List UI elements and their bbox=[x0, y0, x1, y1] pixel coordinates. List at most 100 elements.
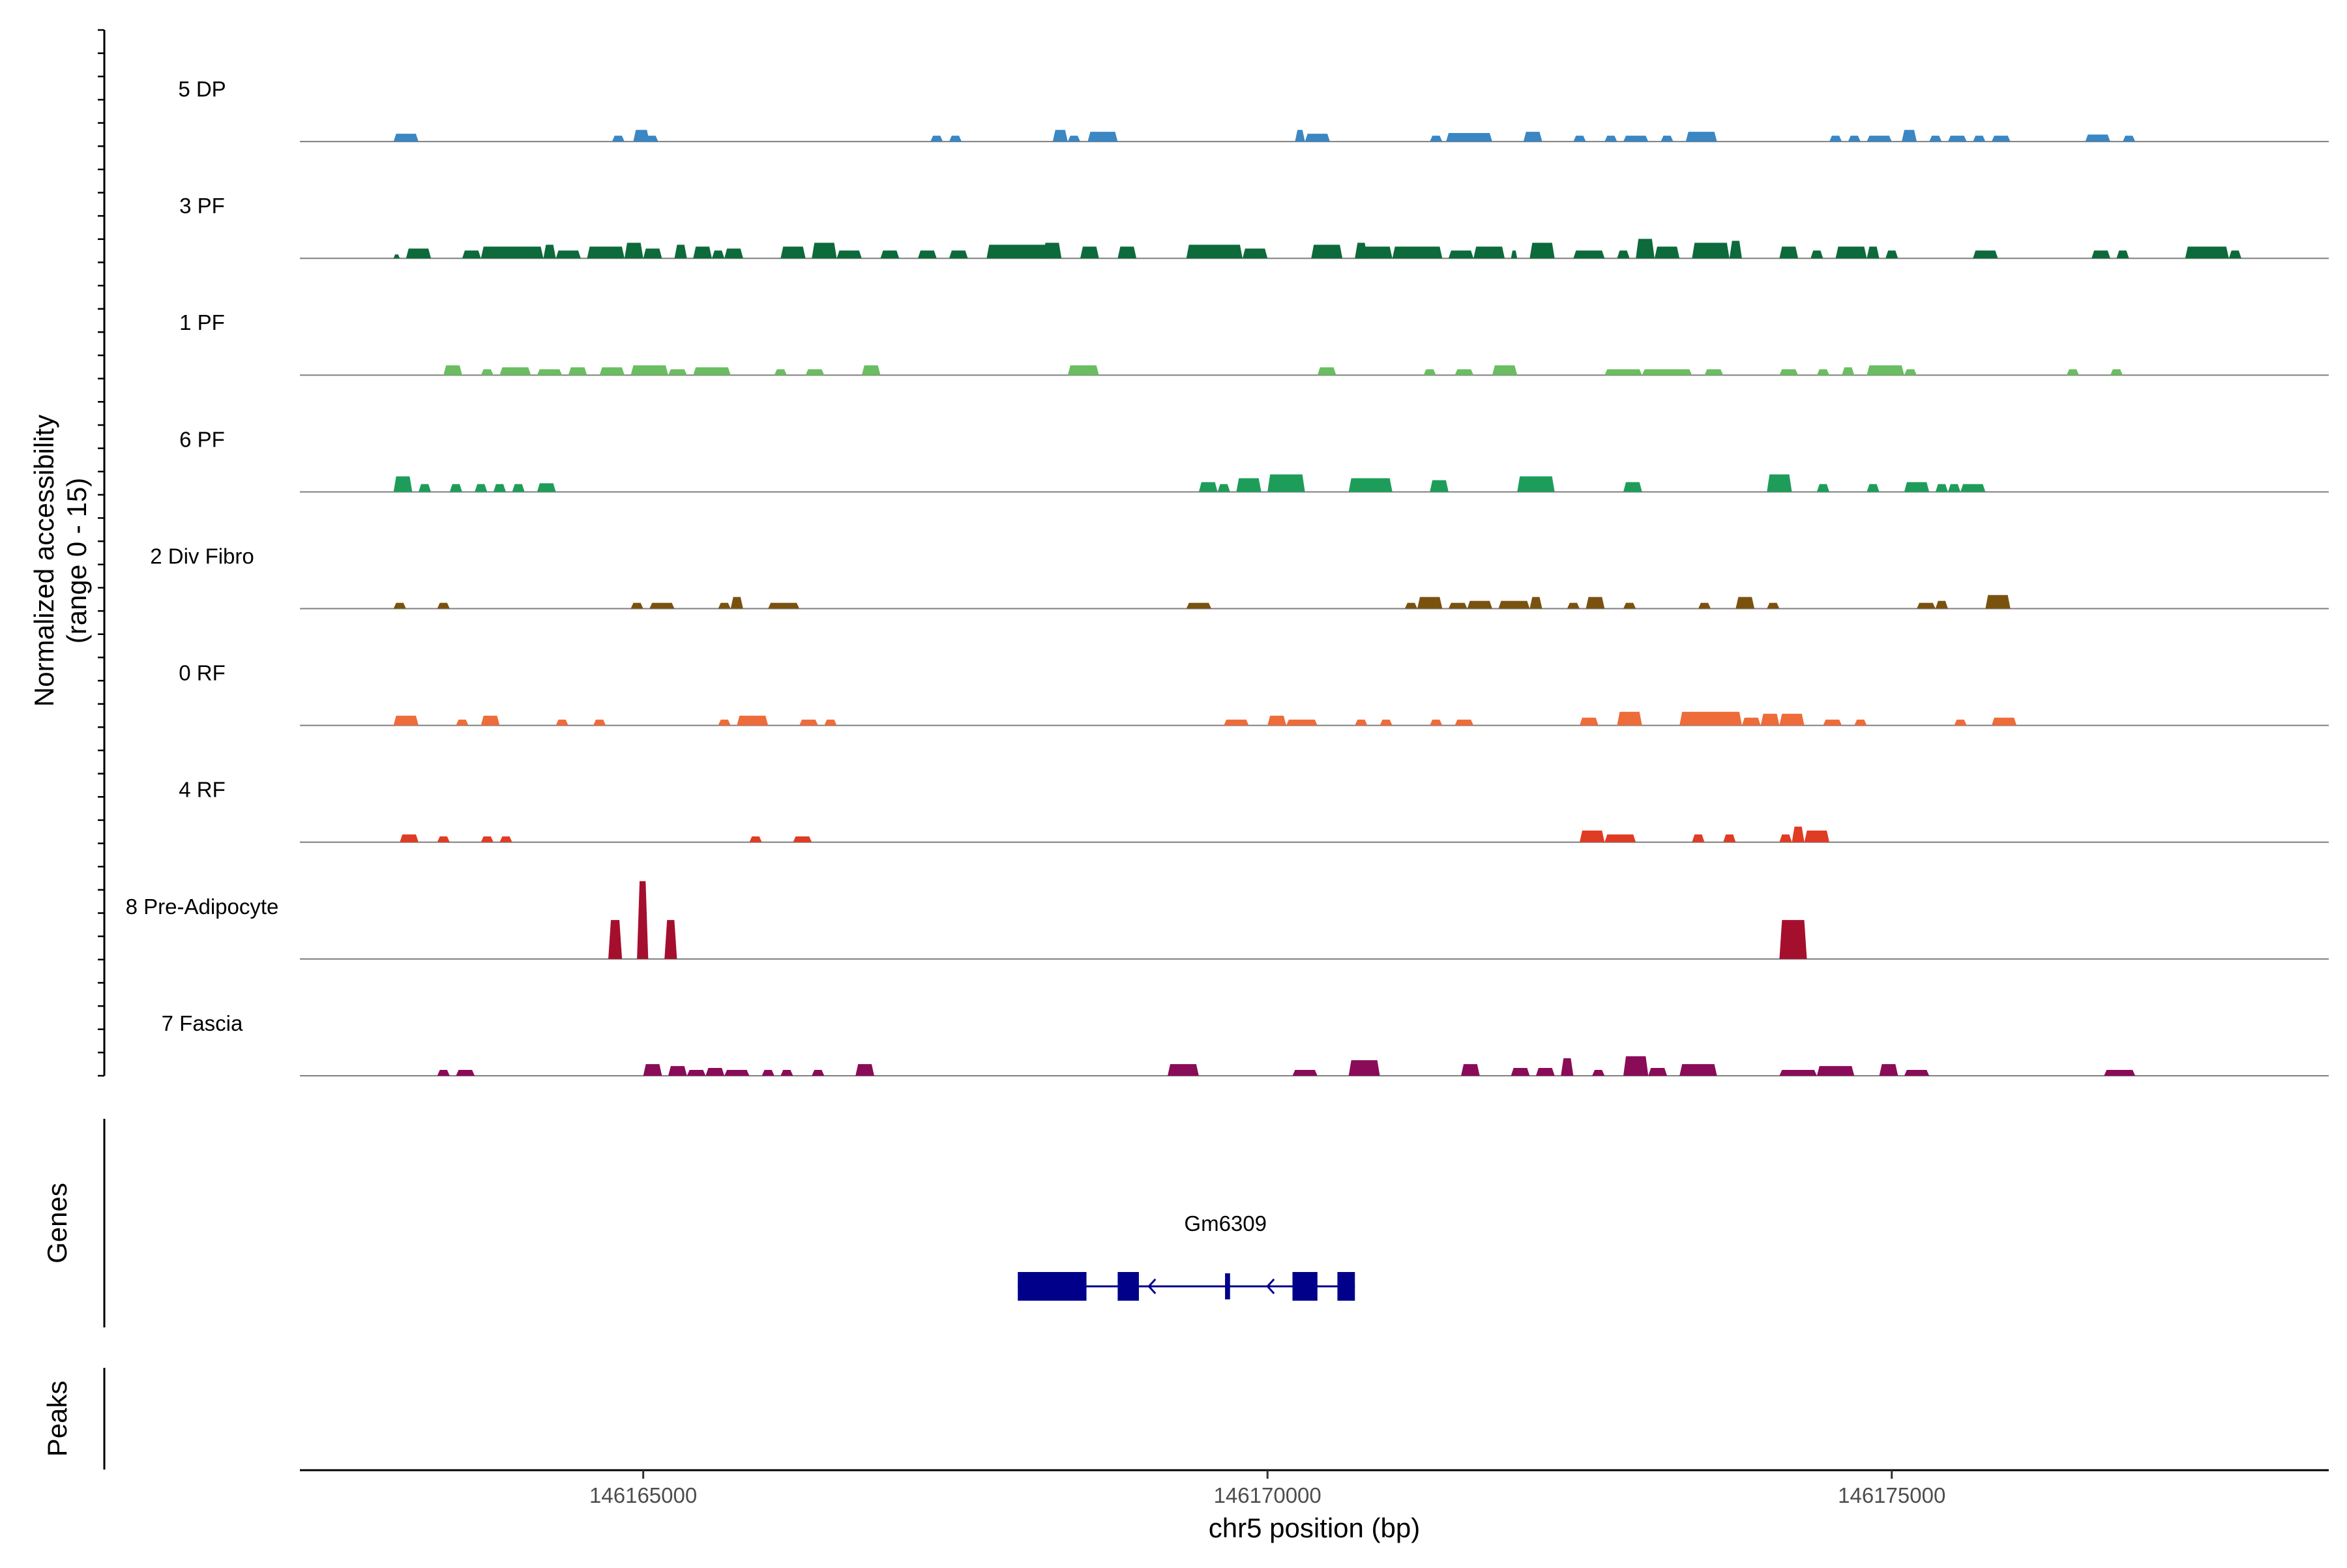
coverage-peak bbox=[718, 602, 731, 609]
coverage-peak bbox=[1242, 248, 1268, 259]
gene-exon bbox=[1117, 1272, 1139, 1301]
coverage-peak bbox=[456, 1070, 475, 1076]
coverage-peak bbox=[730, 597, 743, 609]
coverage-peak bbox=[568, 367, 587, 376]
y-axis-label-line-1: Normalized accessibility bbox=[29, 415, 59, 707]
coverage-peak bbox=[400, 834, 419, 842]
coverage-peak bbox=[1067, 365, 1099, 376]
coverage-peak bbox=[1623, 1056, 1649, 1076]
coverage-peak bbox=[1448, 602, 1468, 609]
x-tick-label: 146165000 bbox=[589, 1483, 697, 1507]
coverage-peak bbox=[1810, 250, 1823, 259]
coverage-peak bbox=[1816, 484, 1829, 492]
coverage-peak bbox=[749, 836, 762, 842]
coverage-peak bbox=[543, 244, 556, 259]
coverage-peak bbox=[1186, 244, 1243, 259]
coverage-peak bbox=[624, 243, 643, 259]
coverage-peak bbox=[1317, 367, 1336, 376]
coverage-peak bbox=[1779, 1070, 1817, 1076]
track-label: 3 PF bbox=[179, 194, 225, 218]
coverage-peak bbox=[2116, 250, 2129, 259]
coverage-peak bbox=[1867, 136, 1892, 142]
coverage-peak bbox=[1741, 717, 1761, 726]
coverage-peak bbox=[1573, 136, 1586, 142]
coverage-peak bbox=[1167, 1064, 1199, 1076]
coverage-peak bbox=[393, 602, 406, 609]
coverage-peak bbox=[737, 715, 769, 726]
coverage-peak bbox=[1973, 136, 1986, 142]
coverage-peak bbox=[761, 1070, 775, 1076]
coverage-peak bbox=[668, 369, 687, 376]
coverage-peak bbox=[799, 719, 818, 726]
coverage-peak bbox=[393, 715, 419, 726]
coverage-peak bbox=[555, 719, 568, 726]
coverage-peak bbox=[812, 1070, 825, 1076]
coverage-peak bbox=[1623, 482, 1642, 492]
coverage-peak bbox=[1879, 1064, 1898, 1076]
coverage-peak bbox=[643, 136, 658, 142]
coverage-peak bbox=[1529, 597, 1543, 609]
coverage-peak bbox=[393, 476, 413, 492]
coverage-peak bbox=[1186, 602, 1212, 609]
track-label: 5 DP bbox=[178, 77, 226, 101]
coverage-peak bbox=[437, 836, 450, 842]
coverage-peak bbox=[1816, 369, 1829, 376]
coverage-peak bbox=[1692, 834, 1705, 842]
coverage-peak bbox=[917, 250, 937, 259]
coverage-peak bbox=[1991, 136, 2011, 142]
coverage-peak bbox=[1679, 711, 1742, 726]
peaks-label: Peaks bbox=[42, 1381, 72, 1457]
coverage-peak bbox=[1573, 250, 1605, 259]
coverage-peak bbox=[1848, 136, 1861, 142]
coverage-peak bbox=[1973, 250, 1998, 259]
coverage-peak bbox=[1904, 1070, 1930, 1076]
coverage-peak bbox=[664, 920, 677, 959]
peaks-panel: Peaks bbox=[42, 1368, 106, 1470]
coverage-peak bbox=[1295, 130, 1305, 142]
strand-arrow bbox=[1147, 1278, 1157, 1295]
coverage-peak bbox=[1592, 1070, 1605, 1076]
coverage-peak bbox=[1529, 243, 1555, 259]
coverage-peak bbox=[480, 715, 500, 726]
coverage-peak bbox=[1679, 1064, 1717, 1076]
coverage-peak bbox=[1642, 369, 1692, 376]
coverage-peak bbox=[1430, 480, 1449, 492]
coverage-peak bbox=[1604, 136, 1617, 142]
coverage-peak bbox=[1985, 595, 2011, 609]
coverage-peak bbox=[1854, 719, 1867, 726]
coverage-tracks: 5 DP 3 PF 1 PF 6 PF 2 Div Fibro 0 RF 4 RF 8 Pre… bbox=[126, 77, 2329, 1076]
track-1-pf: 1 PF bbox=[179, 310, 2329, 376]
track-8-pre-adipocyte: 8 Pre-Adipocyte bbox=[126, 881, 2329, 960]
coverage-peak bbox=[1380, 719, 1393, 726]
coverage-peak bbox=[1511, 1068, 1530, 1076]
coverage-peak bbox=[1623, 602, 1636, 609]
coverage-peak bbox=[1604, 369, 1642, 376]
coverage-peak bbox=[1267, 474, 1305, 492]
coverage-peak bbox=[1461, 1064, 1480, 1076]
coverage-peak bbox=[711, 250, 725, 259]
coverage-peak bbox=[824, 719, 837, 726]
coverage-peak bbox=[1448, 250, 1474, 259]
coverage-peak bbox=[1430, 136, 1443, 142]
track-label: 4 RF bbox=[179, 778, 226, 802]
coverage-peak bbox=[537, 369, 563, 376]
coverage-peak bbox=[1523, 132, 1543, 142]
coverage-peak bbox=[1704, 369, 1724, 376]
coverage-peak bbox=[1991, 717, 2017, 726]
coverage-peak bbox=[649, 602, 675, 609]
coverage-peak bbox=[812, 243, 837, 259]
coverage-peak bbox=[1779, 713, 1805, 726]
coverage-peak bbox=[1473, 246, 1505, 259]
coverage-peak bbox=[1767, 602, 1780, 609]
coverage-peak bbox=[1767, 474, 1792, 492]
track-3-pf: 3 PF bbox=[179, 194, 2329, 259]
x-tick-label: 146170000 bbox=[1214, 1483, 1321, 1507]
coverage-peak bbox=[1929, 136, 1942, 142]
coverage-peak bbox=[1823, 719, 1842, 726]
coverage-peak bbox=[1735, 597, 1755, 609]
coverage-peak bbox=[1423, 369, 1436, 376]
coverage-peak bbox=[462, 250, 481, 259]
coverage-peak bbox=[1567, 602, 1580, 609]
